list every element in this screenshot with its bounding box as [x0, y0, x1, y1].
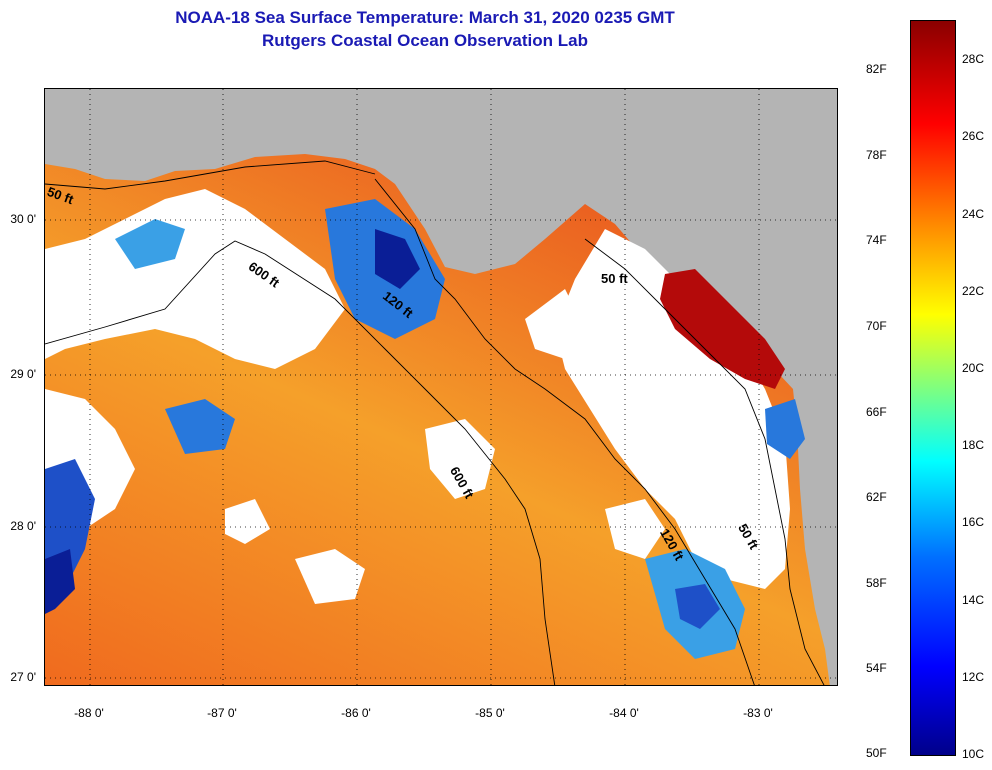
colorbar-f-label: 78F	[866, 148, 887, 162]
land-area	[45, 89, 837, 685]
chart-subtitle: Rutgers Coastal Ocean Observation Lab	[262, 31, 588, 50]
warm-water	[660, 269, 785, 389]
contour-label: 50 ft	[601, 271, 628, 286]
colorbar-f-label: 82F	[866, 62, 887, 76]
colorbar-f-label: 70F	[866, 319, 887, 333]
lon-label: -83 0'	[743, 706, 773, 720]
colorbar-f-label: 66F	[866, 405, 887, 419]
depth-contours	[45, 160, 825, 685]
lon-label: -85 0'	[475, 706, 505, 720]
colorbar-c-label: 18C	[962, 438, 985, 452]
colorbar-f-label: 74F	[866, 233, 887, 247]
colorbar-c-label: 24C	[962, 207, 985, 221]
colorbar-f-label: 50F	[866, 746, 887, 760]
lon-label: -87 0'	[207, 706, 237, 720]
lat-label: 28 0'	[10, 519, 36, 533]
cold-water	[45, 199, 805, 659]
colorbar-c-label: 22C	[962, 284, 985, 298]
colorbar-c-label: 12C	[962, 670, 985, 684]
lat-label: 29 0'	[10, 367, 36, 381]
colorbar-c-label: 28C	[962, 52, 985, 66]
colorbar-c-label: 10C	[962, 747, 985, 761]
lon-label: -88 0'	[74, 706, 104, 720]
lon-label: -86 0'	[341, 706, 371, 720]
sst-map[interactable]: 50 ft 600 ft 120 ft 600 ft 50 ft 120 ft …	[44, 88, 838, 686]
colorbar-f-label: 58F	[866, 576, 887, 590]
colorbar-f-label: 62F	[866, 490, 887, 504]
colorbar-c-label: 14C	[962, 593, 985, 607]
colorbar-f-label: 54F	[866, 661, 887, 675]
colorbar-c-label: 20C	[962, 361, 985, 375]
colorbar-c-label: 26C	[962, 129, 985, 143]
lon-label: -84 0'	[609, 706, 639, 720]
temperature-colorbar	[910, 20, 956, 756]
lat-label: 27 0'	[10, 670, 36, 684]
lat-label: 30 0'	[10, 212, 36, 226]
chart-title: NOAA-18 Sea Surface Temperature: March 3…	[175, 8, 675, 27]
colorbar-c-label: 16C	[962, 515, 985, 529]
